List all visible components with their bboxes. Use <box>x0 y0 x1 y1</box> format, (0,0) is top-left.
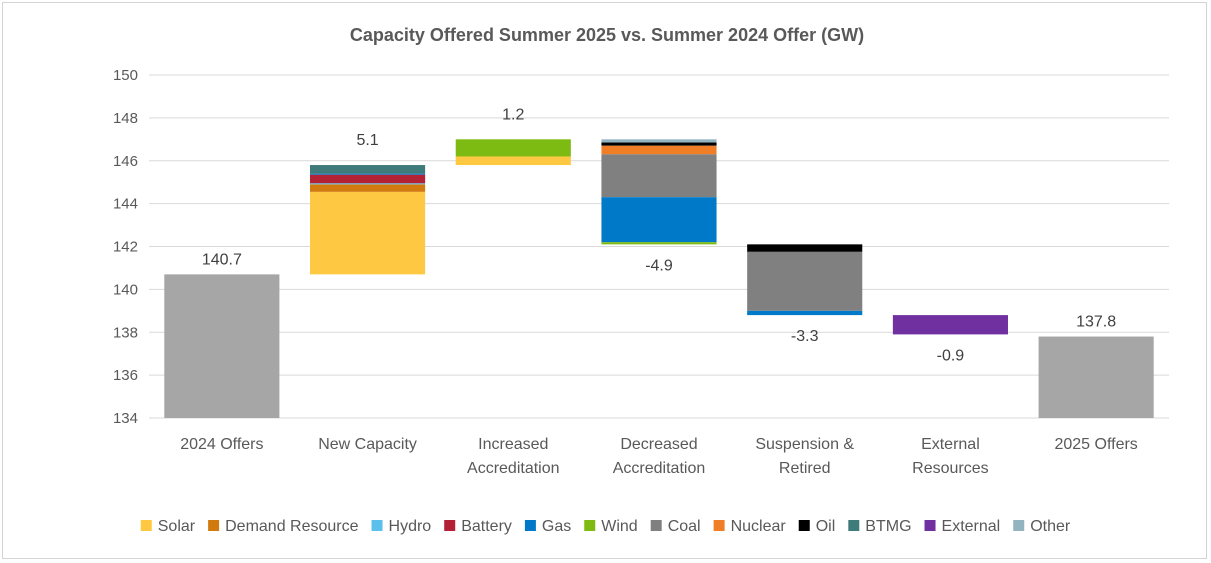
legend-item-demand-resource: Demand Resource <box>208 518 359 535</box>
x-category-label: Suspension & Retired <box>755 436 854 477</box>
data-label-increased-accreditation: 1.2 <box>502 106 524 123</box>
bar-segment-external <box>892 315 1008 335</box>
x-category-label: Increased Accreditation <box>467 436 560 477</box>
legend-item-oil: Oil <box>798 518 836 535</box>
legend-swatch <box>208 520 220 531</box>
x-axis-categories: 2024 Offers New Capacity Increased Accredit… <box>180 436 1138 477</box>
bar-segment-coal <box>747 251 863 311</box>
data-label-2024-offers: 140.7 <box>202 251 242 268</box>
x-category-label: 2024 Offers <box>180 436 263 453</box>
legend-item-battery: Battery <box>444 518 512 535</box>
bar-new-capacity <box>310 165 426 275</box>
y-tick-label: 144 <box>113 196 138 213</box>
legend-swatch <box>140 520 152 531</box>
bar-increased-accreditation <box>455 139 571 166</box>
y-tick-label: 148 <box>113 110 138 127</box>
bar-suspension-retired <box>747 244 863 316</box>
bar-segment-nuclear <box>601 145 717 155</box>
legend-item-other: Other <box>1013 518 1071 535</box>
data-label-external-resources: -0.9 <box>937 347 965 364</box>
data-label-new-capacity: 5.1 <box>356 132 378 149</box>
bar-segment-hydro <box>310 183 426 185</box>
legend-label: Battery <box>461 518 512 535</box>
legend-label: Solar <box>158 518 196 535</box>
legend-swatch <box>1013 520 1025 531</box>
data-label-2025-offers: 137.8 <box>1076 314 1116 331</box>
legend-label: Demand Resource <box>225 518 359 535</box>
legend-item-coal: Coal <box>650 518 701 535</box>
legend-item-nuclear: Nuclear <box>713 518 787 535</box>
bar-segment-oil <box>747 244 863 252</box>
data-label-decreased-accreditation: -4.9 <box>645 257 673 274</box>
bar-segment-gas <box>747 310 863 316</box>
bar-segment-coal <box>601 154 717 198</box>
legend: Solar Demand Resource Hydro Battery Gas Wind C… <box>140 518 1071 535</box>
bar-external-resources <box>892 315 1008 335</box>
x-category-label: External Resources <box>912 436 988 477</box>
data-label-suspension-retired: -3.3 <box>791 328 819 345</box>
y-axis-ticks: 134 136 138 140 142 144 146 148 150 <box>113 67 138 427</box>
bar-segment-solar <box>455 156 571 166</box>
legend-swatch <box>713 520 725 531</box>
bar-segment-battery <box>310 174 426 184</box>
bar-segment-wind <box>455 139 571 157</box>
legend-label: Gas <box>542 518 571 535</box>
y-tick-label: 138 <box>113 324 138 341</box>
bar-2025-offers <box>1038 336 1154 418</box>
legend-item-wind: Wind <box>584 518 638 535</box>
bar-segment-solar <box>310 191 426 275</box>
legend-swatch <box>798 520 810 531</box>
legend-item-gas: Gas <box>524 518 571 535</box>
legend-label: Other <box>1030 518 1071 535</box>
bar-segment-wind <box>601 242 717 245</box>
x-category-label: Decreased Accreditation <box>613 436 706 477</box>
legend-swatch <box>650 520 662 531</box>
legend-label: External <box>942 518 1001 535</box>
gridlines <box>149 74 1169 419</box>
legend-label: Nuclear <box>731 518 787 535</box>
legend-item-btmg: BTMG <box>848 518 912 535</box>
bar-segment-total <box>164 274 280 418</box>
bar-segment-gas <box>310 173 426 175</box>
x-category-label: 2025 Offers <box>1054 436 1137 453</box>
legend-label: BTMG <box>865 518 911 535</box>
bar-segment-gas <box>601 197 717 243</box>
data-labels: 140.7 5.1 1.2 -4.9 -3.3 -0.9 137.8 <box>202 106 1116 364</box>
y-tick-label: 142 <box>113 239 138 256</box>
y-tick-label: 146 <box>113 153 138 170</box>
legend-item-hydro: Hydro <box>371 518 432 535</box>
legend-swatch <box>524 520 536 531</box>
bar-segment-demand-resource <box>310 184 426 192</box>
legend-item-solar: Solar <box>140 518 196 535</box>
waterfall-chart: Capacity Offered Summer 2025 vs. Summer … <box>113 25 1169 535</box>
bars <box>164 139 1154 418</box>
legend-swatch <box>371 520 383 531</box>
bar-segment-total <box>1038 336 1154 418</box>
y-tick-label: 140 <box>113 281 138 298</box>
legend-label: Coal <box>668 518 701 535</box>
bar-2024-offers <box>164 274 280 418</box>
chart-title: Capacity Offered Summer 2025 vs. Summer … <box>350 25 864 45</box>
legend-label: Hydro <box>389 518 432 535</box>
bar-segment-btmg <box>310 165 426 174</box>
legend-swatch <box>444 520 456 531</box>
legend-swatch <box>584 520 596 531</box>
legend-item-external: External <box>924 518 1001 535</box>
x-category-label: New Capacity <box>318 436 417 453</box>
bar-decreased-accreditation <box>601 139 717 245</box>
legend-swatch <box>848 520 860 531</box>
legend-label: Oil <box>816 518 836 535</box>
bar-segment-oil <box>601 142 717 146</box>
y-tick-label: 136 <box>113 367 138 384</box>
y-tick-label: 134 <box>113 410 138 427</box>
y-tick-label: 150 <box>113 67 138 84</box>
bar-segment-other <box>601 139 717 143</box>
legend-label: Wind <box>601 518 637 535</box>
legend-swatch <box>924 520 936 531</box>
